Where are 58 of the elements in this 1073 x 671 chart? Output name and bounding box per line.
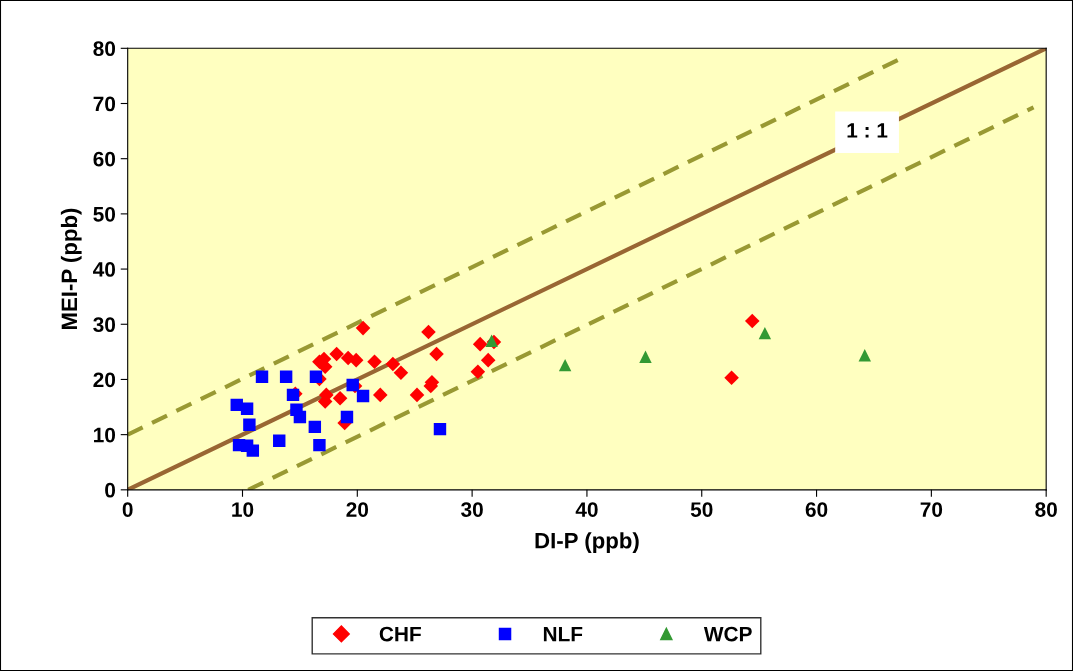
point [393, 365, 409, 381]
point [240, 402, 254, 415]
point [639, 350, 652, 364]
y-tick-label: 30 [93, 317, 116, 333]
x-tick-label: 20 [346, 502, 369, 517]
legend-label: WCP [703, 626, 752, 642]
x-axis-title: DI-P (ppb) [535, 532, 639, 553]
point [309, 370, 323, 383]
y-tick-label: 60 [93, 151, 116, 167]
point [313, 438, 326, 452]
point [385, 356, 401, 372]
point [858, 348, 871, 362]
point [340, 410, 354, 424]
point [332, 390, 348, 406]
x-tick-label: 40 [575, 502, 598, 517]
point [273, 434, 286, 447]
point [758, 326, 772, 340]
point [355, 320, 371, 336]
y-tick-label: 40 [93, 262, 116, 277]
point [367, 354, 382, 370]
y-tick-label: 70 [93, 96, 116, 112]
point [472, 336, 488, 352]
annotation: 1 : 1 [847, 123, 888, 138]
y-tick-label: 50 [93, 206, 116, 222]
point [480, 352, 496, 368]
point [243, 418, 256, 431]
point [308, 420, 322, 434]
y-tick-label: 0 [105, 482, 116, 498]
point [485, 334, 498, 348]
point [356, 389, 370, 403]
x-tick-label: 10 [232, 502, 254, 517]
y-tick-label: 20 [93, 372, 116, 388]
x-tick-label: 60 [805, 502, 828, 517]
y-tick-label: 10 [94, 427, 116, 443]
x-tick-label: 80 [1035, 502, 1057, 517]
point [346, 378, 359, 392]
x-tick-label: 70 [920, 502, 943, 517]
point [429, 346, 444, 362]
point [293, 410, 307, 424]
point [372, 387, 388, 403]
legend-label: NLF [543, 626, 583, 642]
point [724, 370, 739, 386]
y-axis-title: MEI-P (ppb) [60, 208, 82, 330]
point [246, 444, 260, 457]
point [279, 370, 293, 383]
point [329, 346, 344, 362]
x-tick-label: 0 [122, 502, 133, 517]
legend-label: CHF [379, 626, 421, 642]
point [433, 422, 447, 436]
point [409, 387, 425, 403]
point [558, 358, 572, 372]
x-tick-label: 30 [461, 502, 483, 517]
point [421, 324, 436, 340]
y-tick-label: 80 [93, 41, 116, 57]
point [744, 313, 760, 329]
point [470, 364, 486, 380]
point [255, 370, 269, 383]
x-tick-label: 50 [690, 502, 713, 517]
